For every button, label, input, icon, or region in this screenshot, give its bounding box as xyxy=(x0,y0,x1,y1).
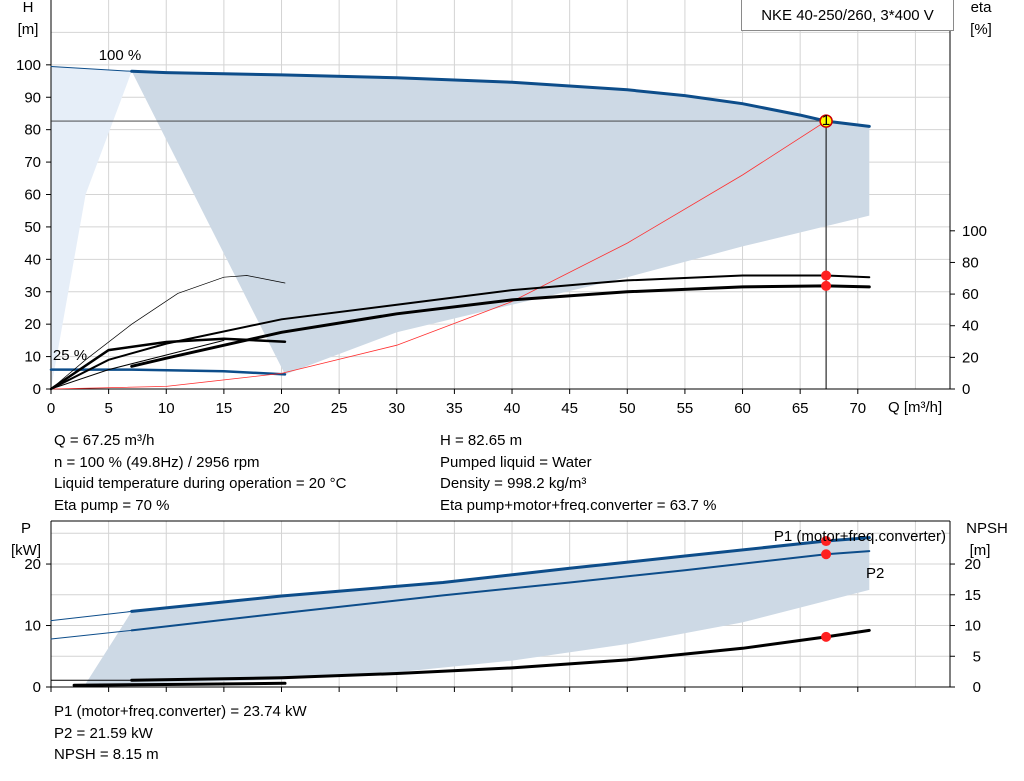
x-tick-label: 65 xyxy=(792,400,809,417)
info-p2: P2 = 21.59 kW xyxy=(54,724,153,742)
h-curve-extension xyxy=(50,66,133,72)
y-tick-label: 30 xyxy=(24,284,41,301)
full-speed-region xyxy=(51,66,132,389)
eta-curve-min-speed-total xyxy=(50,339,225,390)
p-tick-label: 0 xyxy=(33,679,41,696)
npsh-tick-label: 5 xyxy=(973,648,981,665)
npsh-tick-label: 20 xyxy=(964,556,981,573)
info-eta-total: Eta pump+motor+freq.converter = 63.7 % xyxy=(440,496,717,514)
operating-info-left: Q = 67.25 m³/h n = 100 % (49.8Hz) / 2956… xyxy=(54,430,346,516)
p-axis-unit: [kW] xyxy=(11,542,41,559)
y2-axis-unit: [%] xyxy=(970,21,992,38)
p-tick-label: 20 xyxy=(24,556,41,573)
x-tick-label: 35 xyxy=(446,400,463,417)
y2-tick-label: 20 xyxy=(962,349,979,366)
y-tick-label: 80 xyxy=(24,122,41,139)
npsh-tick-label: 10 xyxy=(964,618,981,635)
label-25-percent: 25 % xyxy=(53,347,87,364)
power-operating-area xyxy=(85,537,870,684)
chart-title: NKE 40-250/260, 3*400 V xyxy=(761,7,934,24)
power-marker xyxy=(821,536,832,547)
y2-tick-label: 60 xyxy=(962,286,979,303)
y2-tick-label: 40 xyxy=(962,318,979,335)
npsh-tick-label: 0 xyxy=(973,679,981,696)
x-tick-label: 15 xyxy=(216,400,233,417)
npsh-axis-label: NPSH xyxy=(966,520,1008,537)
x-tick-label: 5 xyxy=(104,400,112,417)
y-tick-label: 10 xyxy=(24,349,41,366)
y2-tick-label: 100 xyxy=(962,223,987,240)
info-eta-pump: Eta pump = 70 % xyxy=(54,496,170,514)
eta-curve-pump xyxy=(50,274,871,390)
x-tick-label: 0 xyxy=(47,400,55,417)
x-tick-label: 45 xyxy=(561,400,578,417)
x-tick-label: 10 xyxy=(158,400,175,417)
info-npsh: NPSH = 8.15 m xyxy=(54,746,159,763)
info-p1: P1 (motor+freq.converter) = 23.74 kW xyxy=(54,703,307,720)
operating-info-right: H = 82.65 m Pumped liquid = Water Densit… xyxy=(440,430,716,516)
x-tick-label: 70 xyxy=(849,400,866,417)
y-tick-label: 100 xyxy=(16,57,41,74)
info-liquid-temperature: Liquid temperature during operation = 20… xyxy=(54,475,347,492)
npsh-tick-label: 15 xyxy=(964,587,981,604)
x-tick-label: 25 xyxy=(331,400,348,417)
x-axis-label: Q [m³/h] xyxy=(888,399,942,416)
power-info: P1 (motor+freq.converter) = 23.74 kW P2 … xyxy=(54,701,307,766)
info-speed: n = 100 % (49.8Hz) / 2956 rpm xyxy=(54,453,260,471)
system-curve xyxy=(50,120,827,390)
y2-tick-label: 0 xyxy=(962,381,970,398)
y-tick-label: 50 xyxy=(24,219,41,236)
p-tick-label: 10 xyxy=(24,618,41,635)
x-tick-label: 55 xyxy=(677,400,694,417)
operating-point-label: 1 xyxy=(822,112,830,129)
y2-axis-label: eta xyxy=(971,0,993,16)
info-head: H = 82.65 m xyxy=(440,432,523,449)
legend-p2: P2 xyxy=(866,565,884,582)
y-tick-label: 40 xyxy=(24,251,41,268)
y-tick-label: 90 xyxy=(24,89,41,106)
label-100-percent: 100 % xyxy=(99,47,142,64)
x-tick-label: 50 xyxy=(619,400,636,417)
operating-area xyxy=(131,71,870,375)
x-tick-label: 40 xyxy=(504,400,521,417)
y-tick-label: 60 xyxy=(24,187,41,204)
npsh-curve-min-speed xyxy=(72,681,287,687)
operating-point-marker xyxy=(819,114,833,128)
power-marker xyxy=(821,631,832,642)
h-curve-100 xyxy=(130,69,871,128)
p1-curve-extension xyxy=(50,610,133,622)
npsh-curve xyxy=(130,628,871,682)
legend-p1: P1 (motor+freq.converter) xyxy=(774,528,946,545)
power-marker xyxy=(821,549,832,560)
x-tick-label: 60 xyxy=(734,400,751,417)
y-axis-unit: [m] xyxy=(18,21,39,38)
y2-tick-label: 80 xyxy=(962,254,979,271)
eta-curve-small xyxy=(50,275,286,390)
x-tick-label: 20 xyxy=(273,400,290,417)
info-density: Density = 998.2 kg/m³ xyxy=(440,475,587,492)
y-tick-label: 20 xyxy=(24,316,41,333)
info-pumped-liquid: Pumped liquid = Water xyxy=(440,453,592,471)
npsh-axis-unit: [m] xyxy=(970,542,991,559)
eta-marker xyxy=(821,280,832,291)
p2-curve-extension xyxy=(50,629,133,640)
info-flow: Q = 67.25 m³/h xyxy=(54,432,155,449)
p-axis-label: P xyxy=(21,520,31,537)
y-axis-label: H xyxy=(23,0,34,16)
eta-curve-min-speed xyxy=(49,337,287,391)
eta-marker xyxy=(821,270,832,281)
eta-curve-total xyxy=(130,284,871,368)
y-tick-label: 0 xyxy=(33,381,41,398)
y-tick-label: 70 xyxy=(24,154,41,171)
x-tick-label: 30 xyxy=(388,400,405,417)
chart-title-box: NKE 40-250/260, 3*400 V xyxy=(741,0,954,31)
